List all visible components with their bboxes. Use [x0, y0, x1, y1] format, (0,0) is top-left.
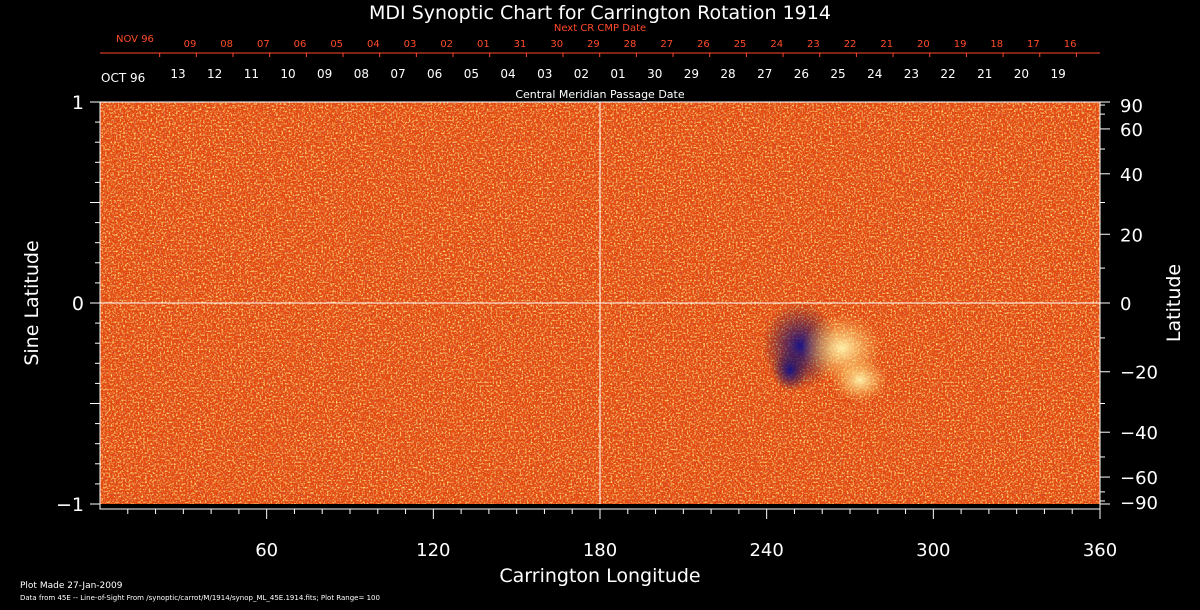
next-cmp-date-label: 23 [807, 39, 820, 50]
next-cmp-date-label: 20 [917, 39, 930, 50]
next-cmp-date-label: 18 [990, 39, 1003, 50]
cmp-ticks: 13 12 11 10 09 08 07 06 05 04 03 02 01 30 29 28 27 26 25 24… [170, 67, 1065, 81]
right-y-tick-label: 40 [1120, 165, 1143, 186]
cmp-date-label: 12 [207, 67, 222, 81]
next-cmp-ticks: 09 08 07 06 05 04 03 02 01 31 30 29 28 27 26 25 24 23 22 21… [159, 39, 1077, 57]
right-y-axis-title: Latitude [1163, 264, 1185, 342]
cmp-start-label: OCT 96 [101, 71, 145, 85]
next-cmp-axis-title: Next CR CMP Date [554, 23, 646, 34]
next-cmp-date-label: 09 [184, 39, 197, 50]
cmp-date-label: 03 [537, 67, 552, 81]
cmp-date-label: 19 [1050, 67, 1065, 81]
right-y-tick-label: 0 [1120, 294, 1131, 315]
cmp-date-label: 10 [280, 67, 295, 81]
next-cmp-date-label: 03 [404, 39, 417, 50]
right-y-tick-label: 60 [1120, 120, 1143, 141]
cmp-date-label: 09 [317, 67, 332, 81]
next-cmp-date-label: 19 [954, 39, 967, 50]
left-y-tick-label: 0 [72, 293, 84, 315]
next-cmp-date-label: 17 [1027, 39, 1040, 50]
x-axis-title: Carrington Longitude [499, 565, 700, 587]
next-cmp-date-label: 02 [440, 39, 453, 50]
cmp-date-label: 04 [500, 67, 515, 81]
x-axis-ticks: 60 120 180 240 300 360 [127, 509, 1117, 561]
data-source-note: Data from 45E -- Line-of-Sight From /syn… [20, 594, 380, 602]
cmp-date-label: 05 [464, 67, 479, 81]
cmp-date-label: 13 [170, 67, 185, 81]
cmp-date-label: 26 [794, 67, 809, 81]
cmp-date-label: 24 [867, 67, 882, 81]
cmp-date-label: 02 [574, 67, 589, 81]
cmp-date-label: 25 [830, 67, 845, 81]
cmp-date-label: 29 [684, 67, 699, 81]
next-cmp-date-label: 26 [697, 39, 710, 50]
next-cmp-date-label: 22 [844, 39, 857, 50]
next-cmp-date-label: 21 [880, 39, 893, 50]
x-tick-label: 180 [583, 540, 617, 561]
cmp-date-label: 22 [940, 67, 955, 81]
next-cmp-date-label: 06 [294, 39, 307, 50]
plot-made-note: Plot Made 27-Jan-2009 [20, 581, 123, 591]
right-y-tick-label: 20 [1120, 225, 1143, 246]
cmp-date-label: 21 [977, 67, 992, 81]
right-y-tick-label: −20 [1120, 363, 1158, 384]
right-y-tick-label: −90 [1120, 493, 1158, 514]
next-cmp-date-label: 30 [550, 39, 563, 50]
next-cmp-date-label: 31 [514, 39, 527, 50]
right-y-axis-ticks: 90 60 40 20 0 −20 −40 −60 −90 [1100, 96, 1158, 514]
cmp-date-label: 28 [720, 67, 735, 81]
next-cmp-date-label: 08 [220, 39, 233, 50]
left-y-tick-label: −1 [56, 494, 84, 516]
cmp-axis-title: Central Meridian Passage Date [515, 88, 684, 101]
left-y-axis-ticks: 1 0 −1 [56, 92, 100, 516]
right-y-tick-label: −60 [1120, 468, 1158, 489]
chart-title: MDI Synoptic Chart for Carrington Rotati… [369, 2, 831, 24]
next-cmp-start-label: NOV 96 [116, 34, 154, 45]
cmp-date-label: 27 [757, 67, 772, 81]
x-tick-label: 60 [255, 540, 278, 561]
x-tick-label: 120 [416, 540, 450, 561]
x-tick-label: 300 [916, 540, 950, 561]
next-cmp-date-label: 29 [587, 39, 600, 50]
right-y-tick-label: 90 [1120, 96, 1143, 117]
next-cmp-date-label: 24 [770, 39, 783, 50]
cmp-date-label: 30 [647, 67, 662, 81]
cmp-date-label: 08 [354, 67, 369, 81]
left-y-axis-title: Sine Latitude [21, 240, 43, 365]
cmp-date-label: 20 [1014, 67, 1029, 81]
magnetogram-map [100, 102, 1100, 504]
right-y-tick-label: −40 [1120, 423, 1158, 444]
x-tick-label: 360 [1083, 540, 1117, 561]
next-cmp-date-label: 04 [367, 39, 380, 50]
cmp-date-label: 06 [427, 67, 442, 81]
cmp-date-label: 23 [904, 67, 919, 81]
left-y-tick-label: 1 [72, 92, 84, 114]
cmp-date-label: 01 [610, 67, 625, 81]
next-cmp-date-label: 05 [330, 39, 343, 50]
cmp-date-label: 11 [244, 67, 259, 81]
next-cmp-date-label: 07 [257, 39, 270, 50]
cmp-date-label: 07 [390, 67, 405, 81]
next-cmp-date-label: 01 [477, 39, 490, 50]
x-tick-label: 240 [749, 540, 783, 561]
next-cmp-date-label: 16 [1064, 39, 1077, 50]
next-cmp-date-label: 28 [624, 39, 637, 50]
next-cmp-date-label: 25 [734, 39, 747, 50]
active-region [762, 302, 888, 402]
next-cmp-date-label: 27 [660, 39, 673, 50]
